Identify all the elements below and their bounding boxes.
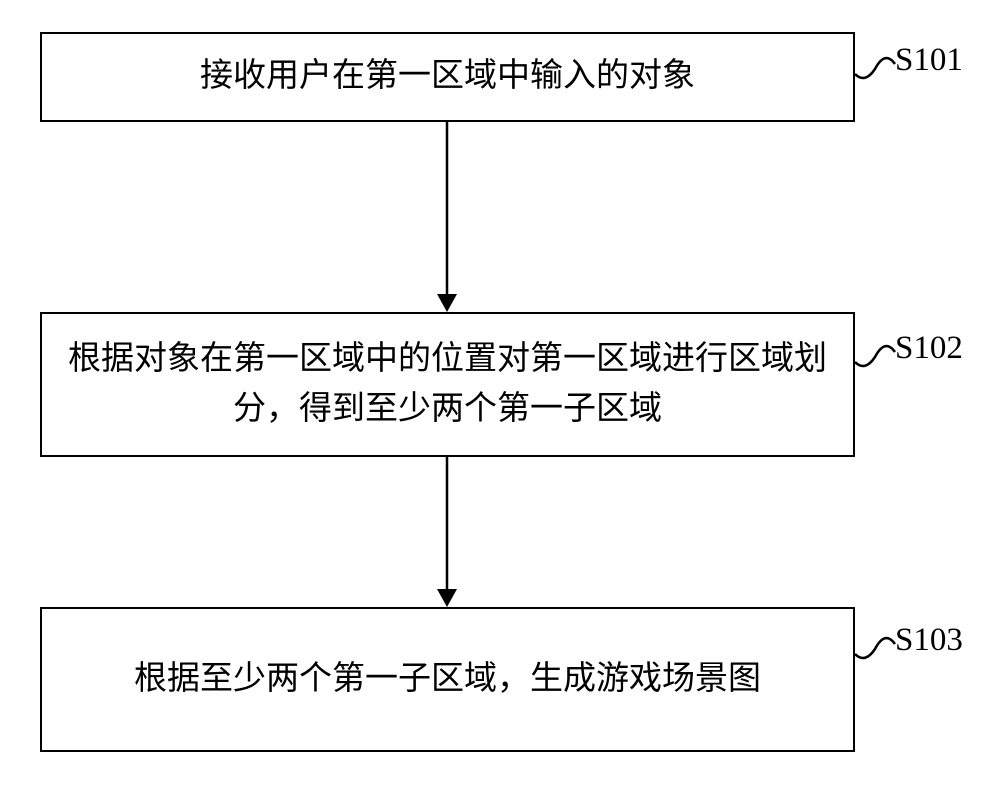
flowchart-step-3: 根据至少两个第一子区域，生成游戏场景图 [40, 607, 855, 752]
step-1-label: S101 [895, 42, 963, 79]
step-2-label: S102 [895, 330, 963, 367]
flowchart-step-1: 接收用户在第一区域中输入的对象 [40, 32, 855, 122]
flowchart-arrow-2 [430, 457, 464, 609]
step-2-text: 根据对象在第一区域中的位置对第一区域进行区域划分，得到至少两个第一子区域 [62, 335, 833, 434]
squiggle-connector-3 [855, 622, 900, 672]
step-1-text: 接收用户在第一区域中输入的对象 [200, 52, 695, 102]
step-3-label: S103 [895, 622, 963, 659]
flowchart-step-2: 根据对象在第一区域中的位置对第一区域进行区域划分，得到至少两个第一子区域 [40, 312, 855, 457]
squiggle-connector-2 [855, 330, 900, 380]
squiggle-connector-1 [855, 42, 900, 92]
step-3-text: 根据至少两个第一子区域，生成游戏场景图 [134, 655, 761, 705]
flowchart-container: 接收用户在第一区域中输入的对象 S101 根据对象在第一区域中的位置对第一区域进… [0, 0, 1000, 809]
flowchart-arrow-1 [430, 122, 464, 314]
